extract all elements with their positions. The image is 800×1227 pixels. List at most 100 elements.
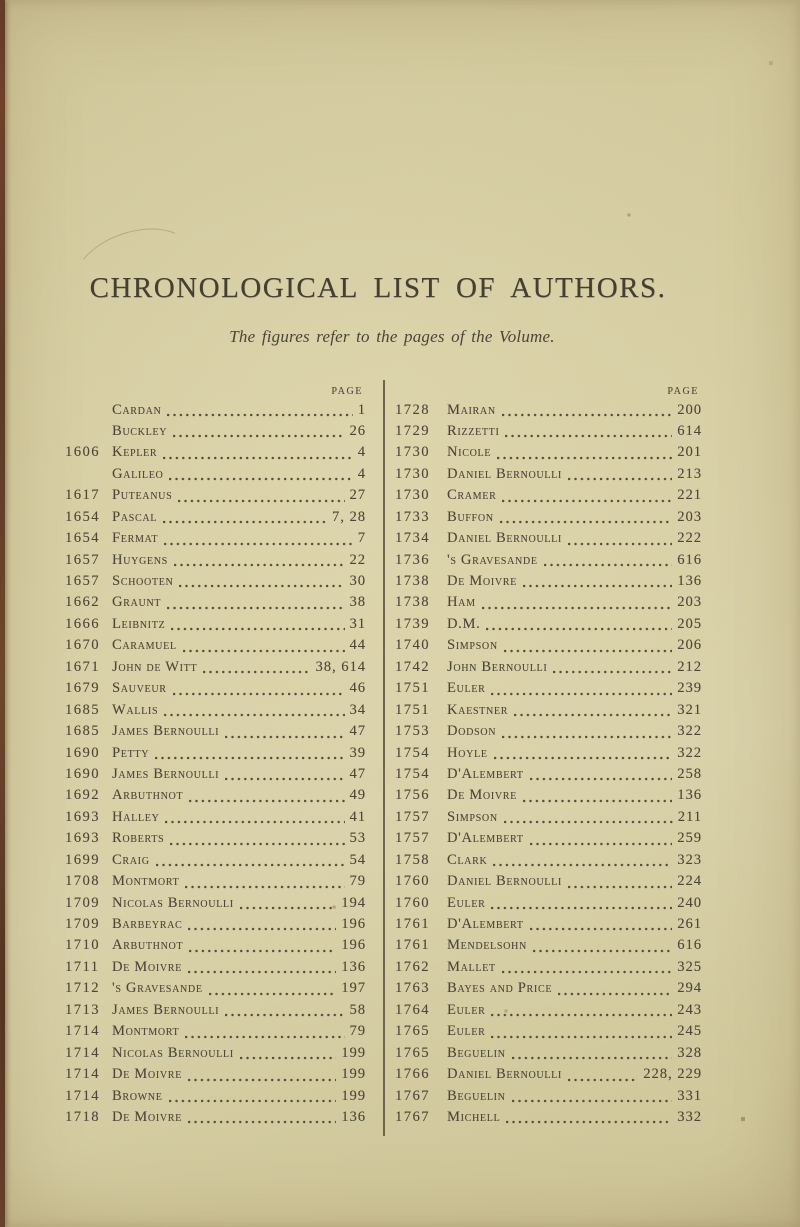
entry-year: 1654 [65,530,100,547]
entry-author-name: D'Alembert [447,765,524,782]
dot-leader [486,627,673,632]
dot-leader [187,970,337,975]
dot-leader [505,434,673,439]
dot-leader [165,820,345,825]
author-entry: 1762 Mallet 325 [395,957,702,978]
dot-leader [501,970,673,975]
entry-author-name: Craig [112,851,150,868]
entry-author-name: Wallis [112,701,159,718]
entry-year: 1742 [395,658,430,675]
author-entry: 1767 Michell 332 [395,1107,702,1128]
dot-leader [497,455,673,460]
entry-page-number: 26 [349,422,366,439]
entry-year: 1757 [395,830,430,847]
dot-leader [182,648,345,653]
author-entry: 1714 De Moivre 199 [65,1064,366,1085]
dot-leader [499,520,673,525]
entry-page-number: 245 [677,1023,702,1040]
author-entry: 1739 D.M. 205 [395,614,702,635]
entry-page-number: 196 [341,937,366,954]
dot-leader [185,884,345,889]
entry-author-name: Montmort [112,873,180,890]
entry-year: 1734 [395,530,430,547]
entry-page-number: 243 [677,1001,702,1018]
author-entry: 1757 Simpson 211 [395,807,702,828]
entry-author-name: Mendelsohn [447,937,527,954]
entry-year: 1751 [395,701,430,718]
dot-leader [203,670,311,675]
entry-page-number: 53 [349,830,366,847]
entry-year: 1690 [65,765,100,782]
entry-year: 1765 [395,1044,430,1061]
entry-page-number: 136 [341,1108,366,1125]
dot-leader [239,906,337,910]
dot-leader [493,755,673,760]
dot-leader [522,584,673,589]
entry-page-number: 38 [349,594,366,611]
entry-year: 1767 [395,1108,430,1125]
entry-year: 1738 [395,594,430,611]
author-entry: 1734 Daniel Bernoulli 222 [395,528,702,549]
entry-author-name: Daniel Bernoulli [447,873,562,890]
author-entry: 1690 Petty 39 [65,743,366,764]
author-entry: 1760 Daniel Bernoulli 224 [395,871,702,892]
author-entry: 1760 Euler 240 [395,893,702,914]
entry-page-number: 322 [677,744,702,761]
entry-page-number: 203 [677,508,702,525]
entry-page-number: 614 [677,422,702,439]
author-entry: 1709 Barbeyrac 196 [65,914,366,935]
author-entry: 1733 Buffon 203 [395,507,702,528]
dot-leader [167,605,345,610]
authors-column-right: PAGE 1728 Mairan 200 1729 Rizzetti 614 1… [395,384,702,1128]
entry-year: 1757 [395,808,430,825]
dot-leader [172,691,345,696]
entry-author-name: D'Alembert [447,830,524,847]
author-entry: 1708 Montmort 79 [65,871,366,892]
entry-author-name: Cramer [447,487,497,504]
entry-page-number: 46 [349,680,366,697]
entry-author-name: Caramuel [112,637,177,654]
entry-year: 1699 [65,851,100,868]
entry-year: 1712 [65,980,100,997]
entry-author-name: Nicole [447,444,492,461]
author-entry: 1699 Craig 54 [65,850,366,871]
entry-author-name: Euler [447,1023,486,1040]
entry-year: 1693 [65,808,100,825]
dot-leader [493,863,673,868]
entry-page-number: 331 [677,1087,702,1104]
entry-year: 1751 [395,680,430,697]
dot-leader [567,541,673,546]
dot-leader [225,734,345,739]
entry-page-number: 616 [677,937,702,954]
entry-author-name: Schooten [112,573,174,589]
dot-leader [501,412,673,417]
author-entry: 1606 Kepler 4 [65,442,366,463]
dot-leader [168,1098,337,1103]
entry-page-number: 136 [341,958,366,975]
entry-year: 1728 [395,401,430,418]
entry-year: 1730 [395,487,430,504]
entry-year: 1761 [395,937,430,954]
dot-leader [169,477,353,482]
entry-author-name: Sauveur [112,680,167,697]
dot-leader [189,798,345,803]
entry-year: 1753 [395,723,430,740]
author-entry: 1690 James Bernoulli 47 [65,764,366,785]
entry-page-number: 1 [357,401,366,418]
dot-leader [558,991,673,996]
dot-leader [522,798,673,803]
entry-author-name: Huygens [112,551,168,568]
entry-author-name: Simpson [447,637,498,654]
entry-year: 1711 [65,958,100,975]
dot-leader [529,841,673,846]
dot-leader [164,713,345,718]
dot-leader [511,1056,673,1061]
entry-year: 1730 [395,444,430,461]
entry-author-name: De Moivre [112,958,182,975]
dot-leader [170,841,345,846]
entry-page-number: 211 [677,808,702,825]
entry-page-number: 261 [677,916,702,932]
entry-year: 1693 [65,830,100,847]
entry-author-name: John de Witt [112,658,198,675]
